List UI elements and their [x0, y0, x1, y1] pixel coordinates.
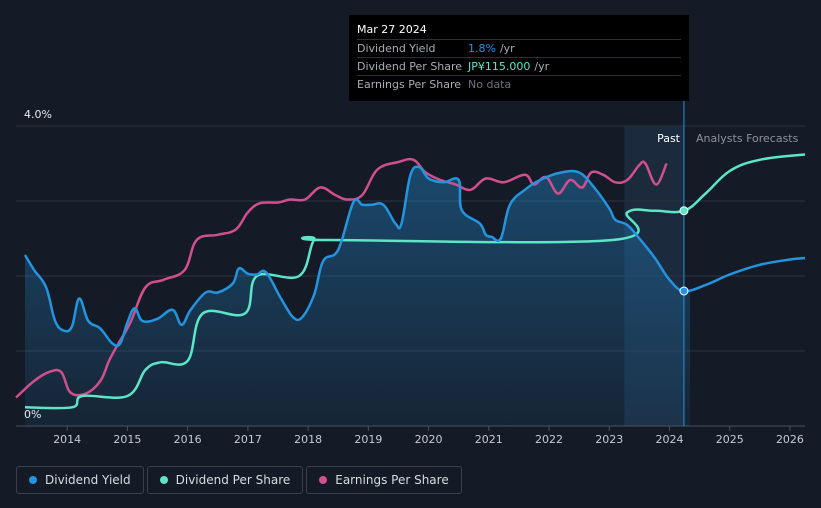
- earnings-per-share-dot-icon: [319, 476, 328, 484]
- x-tick-label: 2021: [475, 433, 503, 446]
- x-tick-label: 2026: [776, 433, 804, 446]
- dividend-yield-dot-icon: [29, 476, 37, 484]
- dividend-yield-marker[interactable]: [679, 286, 689, 296]
- x-tick-label: 2022: [535, 433, 563, 446]
- legend-label: Earnings Per Share: [335, 473, 449, 487]
- x-tick-label: 2017: [234, 433, 262, 446]
- tooltip: Mar 27 2024 Dividend Yield 1.8%/yr Divid…: [349, 15, 689, 101]
- forecast-label: Analysts Forecasts: [696, 132, 799, 145]
- x-tick-label: 2015: [113, 433, 141, 446]
- tooltip-row-value: JP¥115.000/yr: [468, 60, 550, 73]
- tooltip-row-value: 1.8%/yr: [468, 42, 515, 55]
- y-axis-bottom-label: 0%: [24, 408, 41, 421]
- legend-dividend-yield[interactable]: Dividend Yield: [16, 466, 144, 494]
- x-axis: 2014 2015 2016 2017 2018 2019 2020 2021 2022 2023…: [53, 426, 804, 446]
- x-tick-label: 2016: [174, 433, 202, 446]
- legend: Dividend Yield Dividend Per Share Earnin…: [16, 466, 465, 494]
- tooltip-row-label: Earnings Per Share: [357, 78, 462, 91]
- y-axis-top-label: 4.0%: [24, 108, 52, 121]
- x-tick-label: 2023: [595, 433, 623, 446]
- tooltip-row-dividend-per-share: Dividend Per Share JP¥115.000/yr: [357, 58, 681, 76]
- dividend-yield-area: [25, 166, 690, 426]
- dividend-yield-line: [23, 165, 806, 348]
- x-tick-label: 2019: [354, 433, 382, 446]
- tooltip-row-value: No data: [468, 78, 512, 91]
- x-tick-label: 2020: [415, 433, 443, 446]
- x-tick-label: 2024: [655, 433, 683, 446]
- tooltip-row-label: Dividend Per Share: [357, 60, 463, 73]
- dividend-per-share-marker[interactable]: [679, 206, 689, 216]
- dividend-per-share-line: [24, 153, 806, 410]
- tooltip-row-dividend-yield: Dividend Yield 1.8%/yr: [357, 40, 681, 58]
- dividend-per-share-dot-icon: [159, 476, 168, 484]
- legend-earnings-per-share[interactable]: Earnings Per Share: [306, 466, 462, 494]
- x-tick-label: 2025: [716, 433, 744, 446]
- tooltip-row-label: Dividend Yield: [357, 42, 436, 55]
- legend-label: Dividend Per Share: [175, 473, 291, 487]
- past-label: Past: [657, 132, 681, 145]
- legend-label: Dividend Yield: [45, 473, 131, 487]
- x-tick-label: 2014: [53, 433, 81, 446]
- tooltip-date: Mar 27 2024: [357, 21, 681, 40]
- legend-dividend-per-share[interactable]: Dividend Per Share: [146, 466, 304, 494]
- tooltip-row-earnings-per-share: Earnings Per Share No data: [357, 76, 681, 93]
- x-tick-label: 2018: [294, 433, 322, 446]
